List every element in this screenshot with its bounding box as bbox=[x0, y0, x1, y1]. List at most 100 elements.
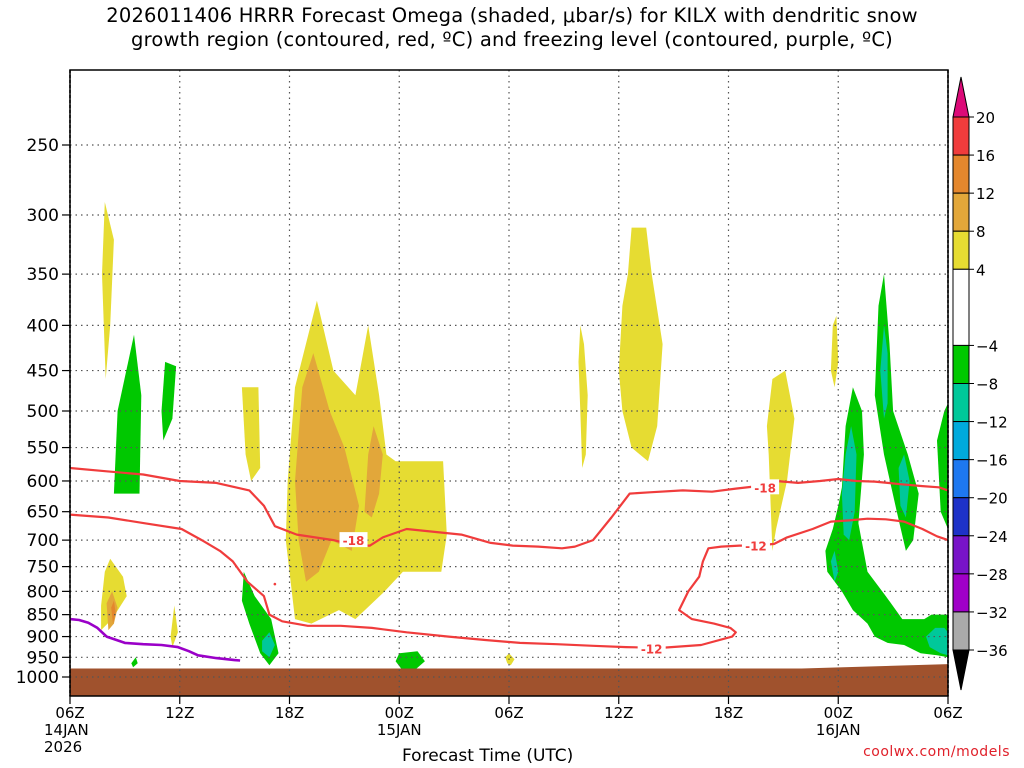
colorbar-tick-label-8: 8 bbox=[976, 223, 986, 241]
omega-region-23 bbox=[874, 274, 919, 551]
x-tick-label-0-2: 2026 bbox=[44, 738, 82, 756]
colorbar-tick-label-12: 12 bbox=[976, 185, 995, 203]
omega-region-13 bbox=[364, 426, 383, 518]
omega-region-15 bbox=[505, 653, 515, 666]
omega-region-4 bbox=[113, 334, 142, 494]
y-tick-label-850: 850 bbox=[27, 606, 59, 626]
colorbar-band-4 bbox=[952, 268, 970, 346]
y-tick-label-750: 750 bbox=[27, 558, 59, 578]
contour-label-2: -12 bbox=[745, 540, 767, 554]
contour-label-3: -12 bbox=[641, 642, 663, 656]
colorbar-tick-label-20: 20 bbox=[976, 109, 995, 127]
omega-region-5 bbox=[161, 361, 177, 441]
contour-label-bg-3 bbox=[637, 640, 666, 656]
y-tick-label-400: 400 bbox=[27, 316, 59, 336]
x-tick-label-2-0: 18Z bbox=[275, 704, 304, 722]
colorbar-tick-label--20: −20 bbox=[976, 490, 1008, 508]
omega-region-14 bbox=[395, 651, 425, 670]
omega-region-24 bbox=[880, 325, 888, 419]
omega-region-9 bbox=[241, 571, 279, 666]
dgz-contour--12 bbox=[69, 513, 949, 650]
omega-region-2 bbox=[111, 600, 116, 624]
y-tick-label-250: 250 bbox=[27, 136, 59, 156]
y-tick-label-650: 650 bbox=[27, 503, 59, 523]
colorbar-tick-label-16: 16 bbox=[976, 147, 995, 165]
colorbar-band-8 bbox=[952, 459, 970, 499]
x-tick-label-5-0: 12Z bbox=[604, 704, 633, 722]
colorbar-band-0 bbox=[952, 116, 970, 156]
y-tick-label-500: 500 bbox=[27, 402, 59, 422]
omega-region-18 bbox=[766, 370, 795, 551]
contour-label-0: -18 bbox=[343, 534, 365, 548]
omega-region-27 bbox=[926, 627, 948, 656]
omega-region-17 bbox=[618, 227, 663, 462]
x-tick-label-1-0: 12Z bbox=[165, 704, 194, 722]
colorbar-tick-label--32: −32 bbox=[976, 604, 1008, 622]
x-tick-label-4-0: 06Z bbox=[494, 704, 523, 722]
omega-region-25 bbox=[898, 454, 910, 518]
y-tick-label-950: 950 bbox=[27, 648, 59, 668]
freezing-level-contour bbox=[69, 617, 241, 662]
colorbar-band-1 bbox=[952, 154, 970, 194]
y-tick-label-550: 550 bbox=[27, 439, 59, 459]
colorbar-band-10 bbox=[952, 535, 970, 575]
y-axis: 2503003504004505005506006507007508008509… bbox=[16, 136, 70, 688]
x-tick-label-3-0: 00Z bbox=[385, 704, 414, 722]
colorbar-band-5 bbox=[952, 344, 970, 384]
colorbar-band-3 bbox=[952, 230, 970, 270]
omega-region-7 bbox=[170, 605, 178, 648]
dgz-contour--18 bbox=[69, 466, 949, 550]
colorbar-tick-label--28: −28 bbox=[976, 566, 1008, 584]
omega-region-26 bbox=[937, 403, 948, 529]
x-tick-label-6-0: 18Z bbox=[714, 704, 743, 722]
colorbar-band-12 bbox=[952, 611, 970, 651]
omega-region-12 bbox=[295, 353, 359, 582]
colorbar-tick-label--8: −8 bbox=[976, 376, 998, 394]
contour-label-bg-0 bbox=[339, 532, 368, 548]
colorbar-tick-label--4: −4 bbox=[976, 337, 998, 355]
x-tick-label-8-0: 06Z bbox=[933, 704, 962, 722]
colorbar-tick-label--16: −16 bbox=[976, 452, 1008, 470]
chart-title-line-1: 2026011406 HRRR Forecast Omega (shaded, … bbox=[106, 4, 918, 27]
watermark: coolwx.com/models bbox=[863, 744, 1010, 760]
omega-shading-layer bbox=[101, 202, 948, 670]
colorbar-tick-label--36: −36 bbox=[976, 642, 1008, 660]
colorbar-tick-label--24: −24 bbox=[976, 528, 1008, 546]
contour-layer bbox=[69, 466, 949, 662]
omega-region-10 bbox=[262, 632, 275, 658]
omega-region-6 bbox=[131, 657, 138, 668]
y-tick-label-350: 350 bbox=[27, 265, 59, 285]
colorbar-band-7 bbox=[952, 421, 970, 461]
terrain-layer bbox=[70, 664, 948, 696]
x-axis-title: Forecast Time (UTC) bbox=[402, 746, 574, 766]
y-tick-label-900: 900 bbox=[27, 628, 59, 648]
colorbar-over-arrow bbox=[952, 76, 970, 118]
chart-title-line-2: growth region (contoured, red, ºC) and f… bbox=[131, 28, 893, 51]
colorbar-tick-label--12: −12 bbox=[976, 414, 1008, 432]
dgz-contour-dot bbox=[273, 582, 277, 586]
y-tick-label-450: 450 bbox=[27, 362, 59, 382]
terrain-ground bbox=[70, 664, 948, 696]
y-tick-label-1000: 1000 bbox=[16, 668, 59, 688]
colorbar-band-6 bbox=[952, 383, 970, 423]
y-tick-label-300: 300 bbox=[27, 206, 59, 226]
colorbar-tick-label-4: 4 bbox=[976, 261, 986, 279]
contour-label-layer: -18 -18 -12 -12 bbox=[339, 479, 780, 656]
colorbar-under-arrow bbox=[952, 649, 970, 691]
x-tick-label-0-0: 06Z bbox=[55, 704, 84, 722]
colorbar: 20 16 12 8 4 −4 −8 −12 −16 −20 −24 −28 −32 −36 bbox=[952, 76, 1008, 691]
contour-label-bg-2 bbox=[741, 537, 770, 553]
contour-label-1: -18 bbox=[754, 481, 776, 495]
x-tick-label-3-1: 15JAN bbox=[377, 721, 422, 739]
y-tick-label-600: 600 bbox=[27, 472, 59, 492]
grid-layer bbox=[70, 70, 948, 696]
colorbar-band-9 bbox=[952, 497, 970, 537]
contour-label-bg-1 bbox=[751, 479, 780, 495]
omega-region-16 bbox=[578, 325, 588, 468]
y-tick-label-700: 700 bbox=[27, 531, 59, 551]
x-tick-label-7-1: 16JAN bbox=[816, 721, 861, 739]
colorbar-band-11 bbox=[952, 573, 970, 613]
omega-region-19 bbox=[830, 315, 839, 388]
